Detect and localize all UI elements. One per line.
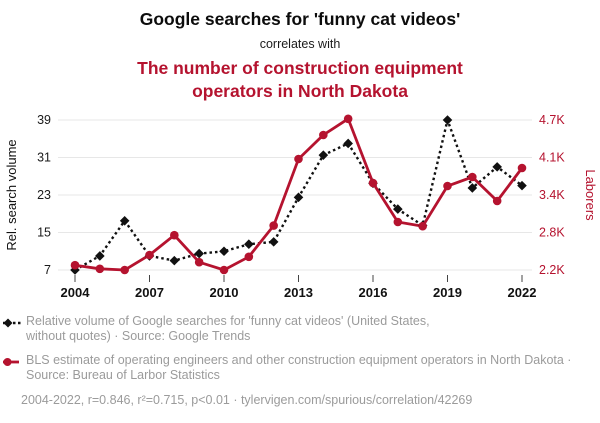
- legend-item-laborers: BLS estimate of operating engineers and …: [3, 353, 600, 384]
- svg-text:2.2K: 2.2K: [539, 263, 565, 277]
- svg-text:4.1K: 4.1K: [539, 150, 565, 164]
- svg-text:3.4K: 3.4K: [539, 188, 565, 202]
- svg-text:2016: 2016: [359, 285, 388, 300]
- legend-item-search-volume: Relative volume of Google searches for '…: [3, 314, 600, 345]
- svg-text:7: 7: [44, 263, 51, 277]
- svg-text:23: 23: [37, 188, 51, 202]
- footer-stats: 2004-2022, r=0.846, r²=0.715, p<0.01 · t…: [21, 392, 473, 407]
- chart-card: Google searches for 'funny cat videos' c…: [0, 9, 600, 423]
- right-axis-tick-labels: 2.2K 2.8K 3.4K 4.1K 4.7K: [539, 113, 565, 277]
- grid-lines: [58, 119, 532, 270]
- svg-text:2004: 2004: [61, 285, 91, 300]
- svg-text:2010: 2010: [210, 285, 239, 300]
- series-laborers-markers: [70, 114, 527, 274]
- svg-text:15: 15: [37, 225, 51, 239]
- svg-text:2007: 2007: [135, 285, 164, 300]
- line-chart: 7 15 23 31 39 2.2K 2.8K 3.4K 4.1K 4.7K 2004 2007 201…: [4, 113, 598, 300]
- left-axis-title: Rel. search volume: [4, 139, 19, 250]
- right-axis-title: Laborers: [583, 169, 598, 221]
- title-construction-operators: The number of construction equipment ope…: [137, 58, 463, 101]
- left-axis-tick-labels: 7 15 23 31 39: [37, 113, 51, 277]
- chart-area: 7 15 23 31 39 2.2K 2.8K 3.4K 4.1K 4.7K 2004 2007 201…: [0, 105, 600, 310]
- x-axis-ticks: 2004 2007 2010 2013 2016 2019 2022: [61, 274, 537, 300]
- correlates-with-label: correlates with: [259, 37, 341, 51]
- svg-text:2022: 2022: [508, 285, 537, 300]
- svg-text:2019: 2019: [433, 285, 462, 300]
- title-google-searches: Google searches for 'funny cat videos': [139, 9, 461, 29]
- svg-text:31: 31: [37, 150, 51, 164]
- legend-item-label: BLS estimate of operating engineers and …: [26, 353, 572, 383]
- solid-circle-series-icon: [3, 358, 19, 366]
- svg-text:2013: 2013: [284, 285, 313, 300]
- svg-text:4.7K: 4.7K: [539, 113, 565, 127]
- legend-item-label: Relative volume of Google searches for '…: [26, 313, 430, 343]
- svg-text:39: 39: [37, 113, 51, 127]
- dashed-diamond-series-icon: [3, 318, 21, 327]
- svg-text:2.8K: 2.8K: [539, 225, 565, 239]
- legend: Relative volume of Google searches for '…: [3, 314, 600, 384]
